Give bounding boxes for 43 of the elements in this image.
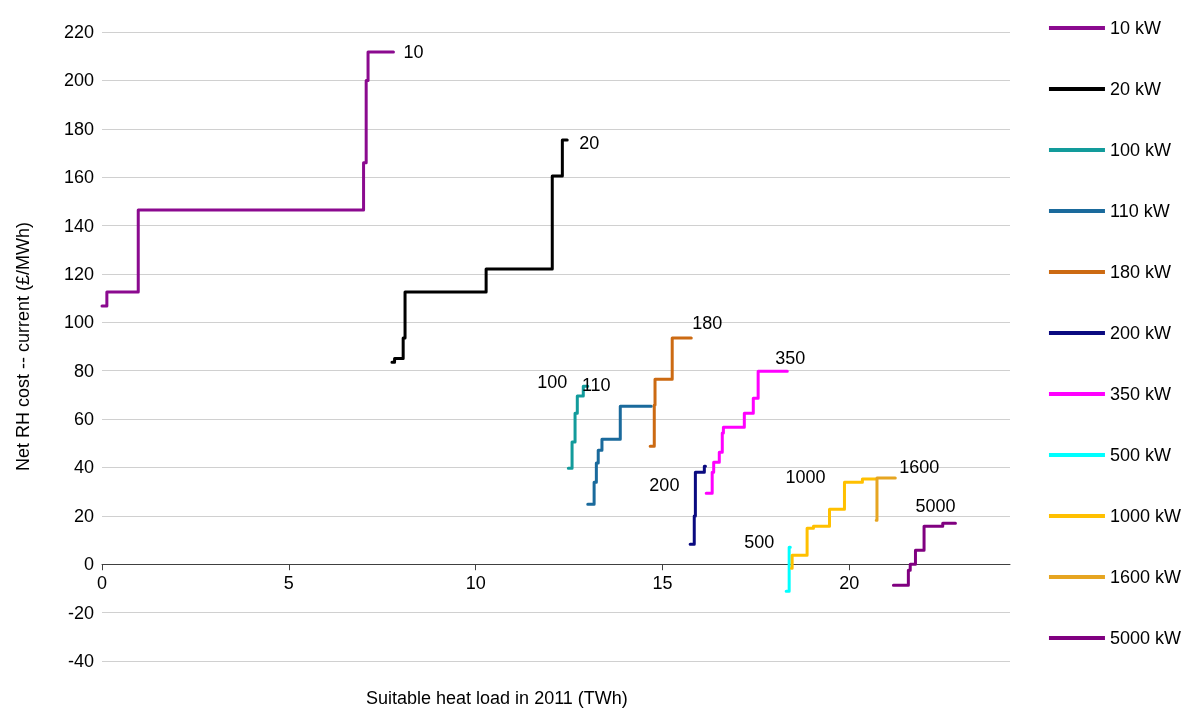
annotation: 180 <box>692 313 723 334</box>
legend-label: 1600 kW <box>1109 567 1182 587</box>
legend-label: 20 kW <box>1109 79 1161 99</box>
y-tick-label: 40 <box>73 457 94 478</box>
y-tick-label: -40 <box>67 651 94 671</box>
y-tick-label: 180 <box>63 118 94 139</box>
y-tick-label: 100 <box>63 312 94 333</box>
y-tick-label: -20 <box>67 602 94 623</box>
x-axis-title: Suitable heat load in 2011 (TWh) <box>366 688 628 708</box>
legend-label: 1000 kW <box>1109 506 1182 526</box>
legend-label: 350 kW <box>1109 384 1171 404</box>
legend-label: 5000 kW <box>1109 628 1182 648</box>
x-tick-label: 10 <box>465 573 486 594</box>
y-axis-title: Net RH cost -- current (£/MWh) <box>13 221 33 472</box>
annotation: 200 <box>649 475 680 496</box>
x-tick-label: 5 <box>283 573 294 594</box>
annotation: 10 <box>403 42 424 63</box>
legend-label: 500 kW <box>1109 445 1171 465</box>
x-tick-label: 20 <box>839 573 860 594</box>
y-tick-label: 80 <box>73 360 94 381</box>
legend-label: 180 kW <box>1109 262 1171 282</box>
x-tick-label: 0 <box>96 573 108 594</box>
y-tick-label: 160 <box>63 167 94 188</box>
legend-label: 110 kW <box>1109 201 1170 221</box>
annotation: 350 <box>775 348 806 369</box>
annotation: 100 <box>537 372 568 393</box>
annotation: 1600 <box>899 457 940 478</box>
x-tick-label: 15 <box>652 573 673 594</box>
y-tick-label: 220 <box>63 22 94 42</box>
annotation: 1000 <box>785 467 826 488</box>
legend-label: 200 kW <box>1109 323 1171 343</box>
legend-label: 100 kW <box>1109 140 1171 160</box>
y-tick-label: 0 <box>83 554 94 575</box>
annotation: 500 <box>744 532 775 553</box>
y-tick-label: 120 <box>63 263 94 284</box>
y-tick-label: 200 <box>63 70 94 91</box>
annotation: 110 <box>581 375 611 396</box>
y-tick-label: 20 <box>73 505 94 526</box>
annotation: 5000 <box>915 496 956 517</box>
y-tick-label: 140 <box>63 215 94 236</box>
annotation: 20 <box>579 132 600 153</box>
legend-label: 10 kW <box>1109 18 1161 38</box>
y-tick-label: 60 <box>73 409 94 430</box>
